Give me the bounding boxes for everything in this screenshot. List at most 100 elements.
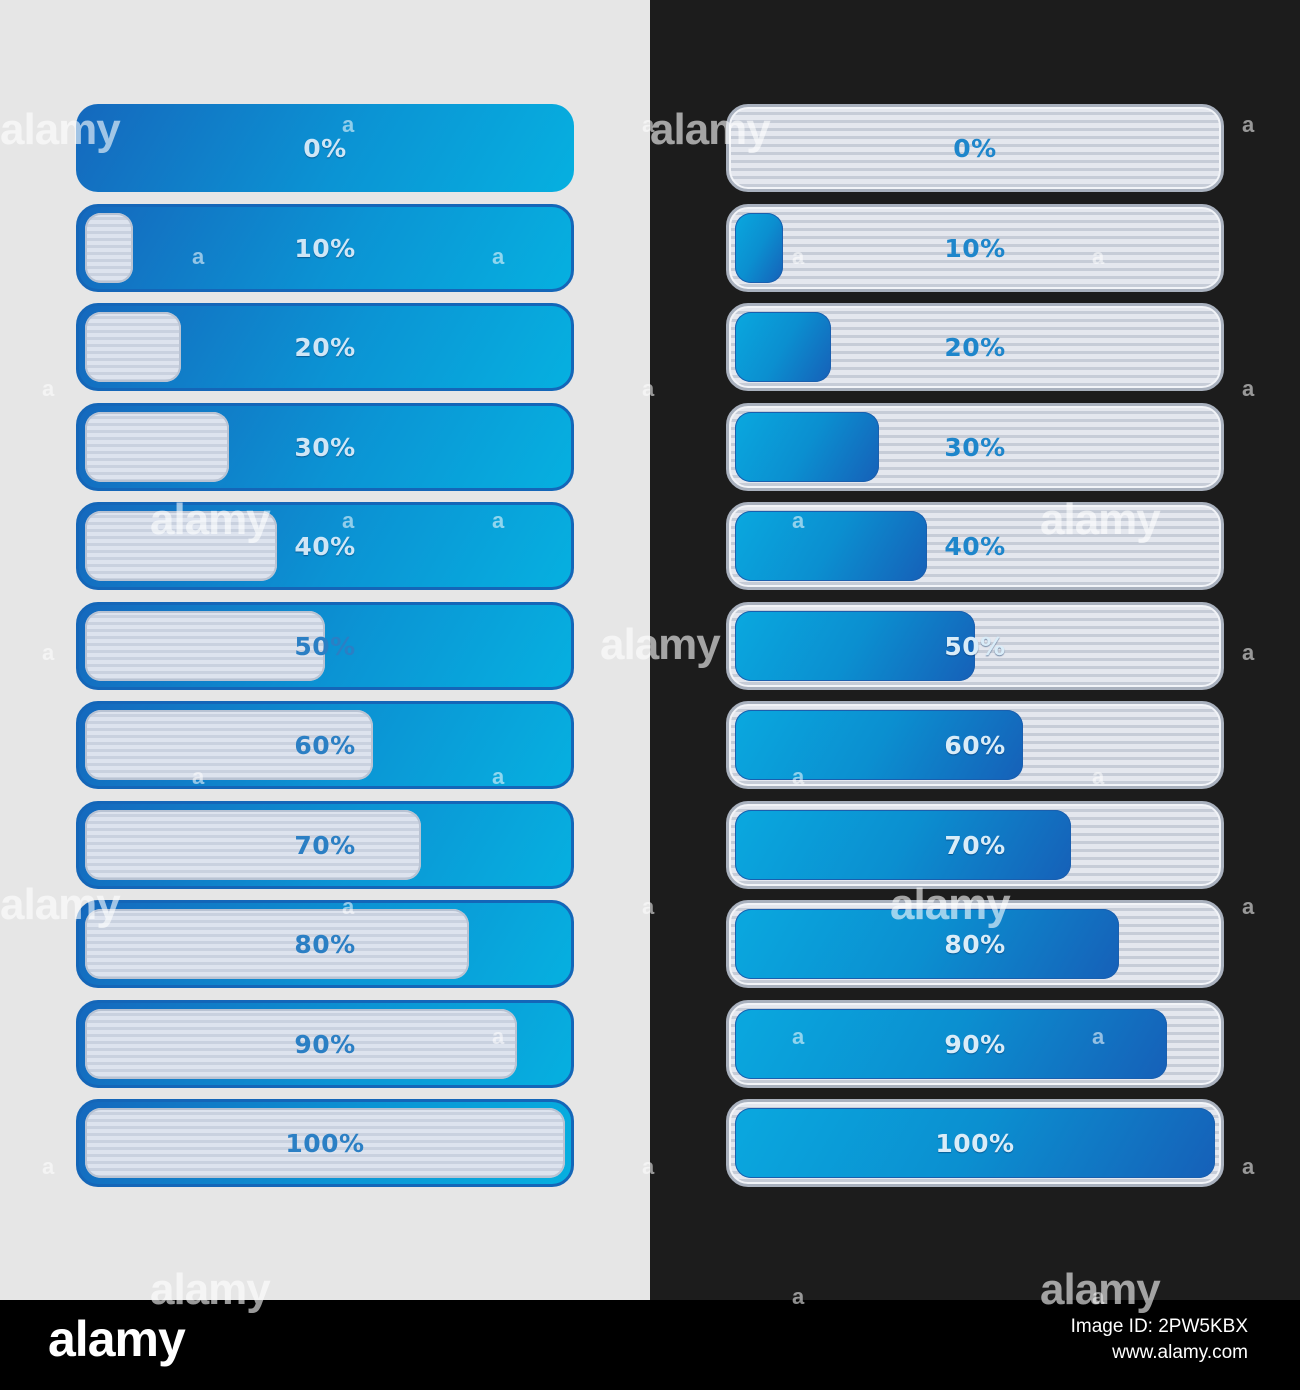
progress-bar-dark-60: 60% bbox=[726, 701, 1224, 789]
progress-fill-dark-100 bbox=[735, 1108, 1215, 1178]
watermark-tile: a bbox=[1242, 894, 1255, 919]
watermark-tile: a bbox=[1092, 1284, 1105, 1309]
watermark-tile: a bbox=[492, 764, 505, 789]
watermark-word: alamy bbox=[0, 105, 121, 154]
watermark-tile: a bbox=[642, 1154, 655, 1179]
progress-bar-dark-50: 50% bbox=[726, 602, 1224, 690]
progress-bar-dark-70: 70% bbox=[726, 801, 1224, 889]
footer-bar: alamy Image ID: 2PW5KBX www.alamy.com bbox=[0, 1300, 1300, 1390]
progress-bar-light-0: 0% bbox=[76, 104, 574, 192]
progress-bar-light-60: 60% bbox=[76, 701, 574, 789]
progress-fill-light-100 bbox=[85, 1108, 565, 1178]
progress-fill-dark-60 bbox=[735, 710, 1023, 780]
watermark-tile: a bbox=[342, 894, 355, 919]
progress-label-light-20: 20% bbox=[294, 332, 356, 362]
progress-label-dark-10: 10% bbox=[944, 233, 1006, 263]
progress-fill-dark-90 bbox=[735, 1009, 1167, 1079]
progress-label-light-40: 40% bbox=[294, 531, 356, 561]
watermark-word: alamy bbox=[150, 1265, 271, 1314]
progress-fill-dark-80 bbox=[735, 909, 1119, 979]
progress-fill-light-10 bbox=[85, 213, 133, 283]
watermark-word: alamy bbox=[650, 105, 771, 154]
watermark-tile: a bbox=[192, 244, 205, 269]
watermark-tile: a bbox=[642, 376, 655, 401]
progress-fill-dark-70 bbox=[735, 810, 1071, 880]
progress-bar-light-10: 10% bbox=[76, 204, 574, 292]
watermark-tile: a bbox=[792, 1024, 805, 1049]
watermark-word: alamy bbox=[150, 495, 271, 544]
progress-bar-dark-20: 20% bbox=[726, 303, 1224, 391]
progress-fill-light-90 bbox=[85, 1009, 517, 1079]
watermark-tile: a bbox=[192, 764, 205, 789]
progress-bar-dark-0: 0% bbox=[726, 104, 1224, 192]
watermark-tile: a bbox=[792, 764, 805, 789]
progress-label-dark-0: 0% bbox=[953, 133, 997, 163]
watermark-tile: a bbox=[1242, 640, 1255, 665]
watermark-tile: a bbox=[1242, 1154, 1255, 1179]
watermark-tile: a bbox=[1092, 244, 1105, 269]
progress-bar-light-90: 90% bbox=[76, 1000, 574, 1088]
watermark-tile: a bbox=[1242, 376, 1255, 401]
progress-fill-dark-40 bbox=[735, 511, 927, 581]
progress-label-light-100: 100% bbox=[285, 1128, 365, 1158]
progress-bar-light-20: 20% bbox=[76, 303, 574, 391]
progress-bar-dark-100: 100% bbox=[726, 1099, 1224, 1187]
watermark-tile: a bbox=[642, 112, 655, 137]
progress-label-light-30: 30% bbox=[294, 432, 356, 462]
watermark-word: alamy bbox=[0, 880, 121, 929]
progress-bar-dark-30: 30% bbox=[726, 403, 1224, 491]
progress-bar-dark-90: 90% bbox=[726, 1000, 1224, 1088]
progress-label-dark-90: 90% bbox=[944, 1029, 1006, 1059]
watermark-tile: a bbox=[342, 112, 355, 137]
progress-label-light-10: 10% bbox=[294, 233, 356, 263]
site-url-text: www.alamy.com bbox=[1112, 1342, 1248, 1363]
progress-fill-light-30 bbox=[85, 412, 229, 482]
progress-fill-dark-20 bbox=[735, 312, 831, 382]
watermark-tile: a bbox=[642, 894, 655, 919]
progress-bar-light-100: 100% bbox=[76, 1099, 574, 1187]
watermark-tile: a bbox=[792, 244, 805, 269]
progress-bar-dark-40: 40% bbox=[726, 502, 1224, 590]
progress-fill-light-70 bbox=[85, 810, 421, 880]
footer-logo: alamy bbox=[48, 1311, 186, 1367]
progress-bar-light-40: 40% bbox=[76, 502, 574, 590]
progress-bar-dark-10: 10% bbox=[726, 204, 1224, 292]
watermark-tile: a bbox=[342, 508, 355, 533]
watermark-tile: a bbox=[42, 640, 55, 665]
watermark-tile: a bbox=[1242, 112, 1255, 137]
watermark-tile: a bbox=[492, 1024, 505, 1049]
watermark-tile: a bbox=[792, 508, 805, 533]
watermark-word: alamy bbox=[1040, 1265, 1161, 1314]
progress-fill-light-80 bbox=[85, 909, 469, 979]
progress-label-dark-60: 60% bbox=[944, 730, 1006, 760]
watermark-tile: a bbox=[1092, 1024, 1105, 1049]
progress-bar-dark-80: 80% bbox=[726, 900, 1224, 988]
watermark-word: alamy bbox=[890, 880, 1011, 929]
watermark-word: alamy bbox=[1040, 495, 1161, 544]
progress-label-light-90: 90% bbox=[294, 1029, 356, 1059]
progress-label-dark-100: 100% bbox=[935, 1128, 1015, 1158]
watermark-word: alamy bbox=[600, 620, 721, 669]
watermark-tile: a bbox=[792, 1284, 805, 1309]
progress-bar-light-50: 50% bbox=[76, 602, 574, 690]
watermark-tile: a bbox=[1092, 764, 1105, 789]
progress-bar-light-30: 30% bbox=[76, 403, 574, 491]
progress-fill-dark-10 bbox=[735, 213, 783, 283]
watermark-tile: a bbox=[492, 244, 505, 269]
image-id-text: Image ID: 2PW5KBX bbox=[1070, 1316, 1248, 1337]
progress-label-light-80: 80% bbox=[294, 929, 356, 959]
progress-fill-dark-50 bbox=[735, 611, 975, 681]
watermark-tile: a bbox=[492, 508, 505, 533]
progress-label-dark-50: 50% bbox=[944, 631, 1006, 661]
watermark-tile: a bbox=[42, 376, 55, 401]
progress-fill-light-20 bbox=[85, 312, 181, 382]
progress-label-light-60: 60% bbox=[294, 730, 356, 760]
progress-fill-light-60 bbox=[85, 710, 373, 780]
progress-label-light-50: 50% bbox=[294, 631, 356, 661]
progress-label-dark-40: 40% bbox=[944, 531, 1006, 561]
progress-bar-light-70: 70% bbox=[76, 801, 574, 889]
progress-fill-dark-30 bbox=[735, 412, 879, 482]
progress-bar-light-80: 80% bbox=[76, 900, 574, 988]
progress-label-light-70: 70% bbox=[294, 830, 356, 860]
progress-label-dark-70: 70% bbox=[944, 830, 1006, 860]
